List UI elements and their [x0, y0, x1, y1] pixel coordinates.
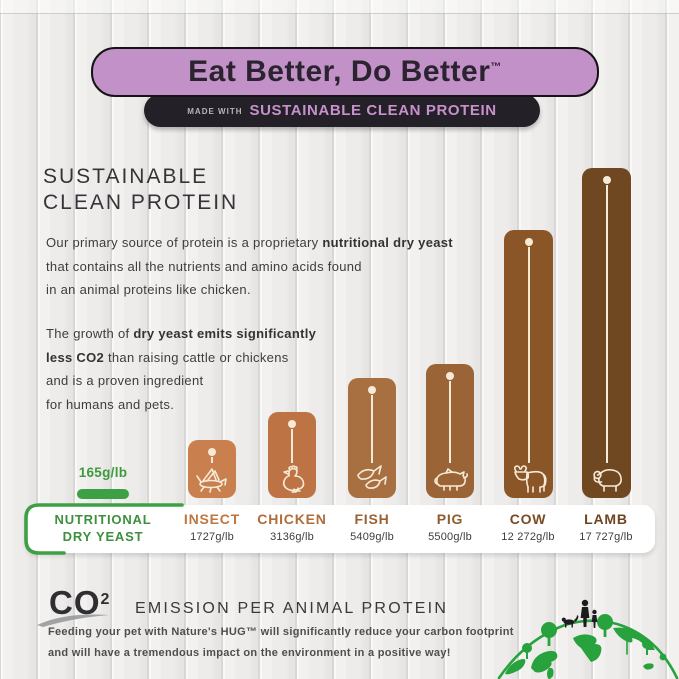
yeast-bar	[77, 489, 129, 499]
category-value: 1727g/lb	[190, 531, 234, 543]
category-value: 5500g/lb	[428, 531, 472, 543]
label-chicken: CHICKEN 3136g/lb	[250, 511, 334, 543]
bar-chicken	[268, 412, 316, 498]
bar-stem	[527, 247, 530, 463]
footer-heading: EMISSION PER ANIMAL PROTEIN	[135, 600, 449, 617]
bar-dot	[288, 420, 296, 428]
intro-paragraph-2: The growth of dry yeast emits significan…	[46, 326, 317, 412]
label-pig: PIG 5500g/lb	[408, 511, 492, 543]
footer-line1: Feeding your pet with Nature's HUG™ will…	[48, 626, 514, 638]
bar-cow	[504, 230, 553, 498]
category-name: FISH	[354, 511, 390, 527]
wood-top-plank	[0, 0, 679, 14]
made-with-label: MADE WITH	[187, 107, 243, 116]
grasshopper-icon	[194, 463, 230, 493]
banner-title-pill: Eat Better, Do Better™	[91, 47, 599, 97]
category-name: CHICKEN	[257, 511, 327, 527]
bar-dot	[524, 238, 533, 246]
footer-line2: and will have a tremendous impact on the…	[48, 647, 451, 659]
yeast-highlight-bracket	[24, 503, 184, 555]
label-lamb: LAMB 17 727g/lb	[564, 511, 648, 543]
ram-icon	[589, 463, 625, 493]
bar-stem	[449, 381, 451, 463]
banner-title: Eat Better, Do Better™	[188, 55, 502, 88]
trademark-symbol: ™	[490, 61, 502, 73]
category-name: LAMB	[584, 511, 628, 527]
bar-insect	[188, 440, 236, 498]
pig-icon	[432, 463, 468, 493]
section-heading: SUSTAINABLE CLEAN PROTEIN	[43, 164, 238, 216]
section-heading-line1: SUSTAINABLE	[43, 165, 209, 188]
bar-lamb	[582, 168, 631, 498]
cow-icon	[511, 463, 547, 493]
category-name: PIG	[436, 511, 464, 527]
bar-fish	[348, 378, 396, 498]
banner-subtitle-pill: MADE WITH SUSTAINABLE CLEAN PROTEIN	[144, 94, 540, 127]
banner-subtitle: SUSTAINABLE CLEAN PROTEIN	[249, 102, 497, 119]
category-value: 17 727g/lb	[579, 531, 633, 543]
bar-stem	[605, 185, 608, 463]
bar-dot	[602, 176, 611, 184]
category-value: 12 272g/lb	[501, 531, 555, 543]
chicken-icon	[274, 463, 310, 493]
category-name: COW	[509, 511, 547, 527]
category-value: 5409g/lb	[350, 531, 394, 543]
green-earth-illustration	[497, 599, 679, 679]
label-insect: INSECT 1727g/lb	[170, 511, 254, 543]
section-heading-line2: CLEAN PROTEIN	[43, 191, 239, 214]
category-name: INSECT	[183, 511, 241, 527]
label-nutritional-dry-yeast: NUTRITIONAL DRY YEAST	[54, 512, 152, 544]
fish-icon	[354, 463, 390, 493]
bar-stem	[371, 395, 373, 463]
bar-dot	[446, 372, 454, 380]
bar-dot	[208, 448, 216, 456]
label-cow: COW 12 272g/lb	[486, 511, 570, 543]
label-fish: FISH 5409g/lb	[330, 511, 414, 543]
bar-stem	[291, 429, 293, 463]
bar-pig	[426, 364, 474, 498]
family-silhouette	[561, 599, 598, 628]
intro-paragraph-1: Our primary source of protein is a propr…	[46, 235, 453, 297]
yeast-value-label: 165g/lb	[78, 465, 128, 480]
labels-panel	[25, 505, 655, 553]
bar-dot	[368, 386, 376, 394]
bar-stem	[211, 457, 213, 463]
category-value: 3136g/lb	[270, 531, 314, 543]
co2-swoosh-shadow	[37, 614, 109, 627]
